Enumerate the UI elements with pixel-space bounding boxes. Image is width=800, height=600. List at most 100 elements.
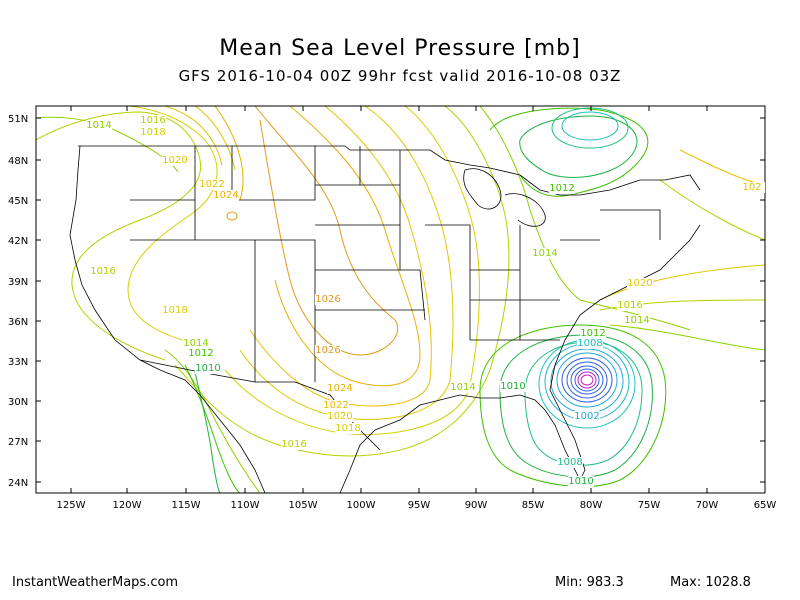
plot-border xyxy=(35,105,766,494)
isobar-1026-small-high xyxy=(226,211,238,221)
isobar-1022-central xyxy=(249,106,432,407)
contour-label-bg xyxy=(568,476,594,487)
isobar-1016-central xyxy=(174,106,510,457)
contour-label-bg xyxy=(90,266,116,277)
contour-label: 1022 xyxy=(199,179,224,190)
lon-label: 105W xyxy=(289,500,318,511)
lat-label: 39N xyxy=(8,277,28,288)
contour-label: 1020 xyxy=(327,411,352,422)
contour-label-bg xyxy=(188,348,214,359)
contour-label: 1008 xyxy=(577,338,602,349)
contour-label-bg xyxy=(617,300,643,311)
contour-label-bg xyxy=(315,345,341,356)
contour-label-bg xyxy=(577,338,603,349)
contour-label: 1016 xyxy=(90,266,115,277)
contour-label-bg xyxy=(327,383,353,394)
isobar-990-storm xyxy=(577,371,597,389)
contour-label-bg xyxy=(624,315,650,326)
isobar-1012-south xyxy=(184,364,241,493)
contour-label-bg xyxy=(183,338,209,349)
contour-label: 1008 xyxy=(557,457,582,468)
plot-background xyxy=(36,106,765,493)
contour-label-bg xyxy=(315,294,341,305)
contour-label: 1016 xyxy=(617,300,642,311)
contour-label-bg xyxy=(323,400,349,411)
contour-label: 1026 xyxy=(315,345,340,356)
lon-label: 100W xyxy=(347,500,376,511)
contour-label-bg xyxy=(557,457,583,468)
isobar-1008-storm xyxy=(524,341,643,466)
lon-label: 80W xyxy=(580,500,603,511)
lon-label: 120W xyxy=(113,500,142,511)
lon-label: 70W xyxy=(696,500,719,511)
contour-label-bg xyxy=(627,278,653,289)
map-title: Mean Sea Level Pressure [mb] xyxy=(219,36,581,61)
lon-label: 65W xyxy=(754,500,777,511)
contour-label-bg xyxy=(580,328,606,339)
lat-label: 33N xyxy=(8,357,28,368)
isobar-992-storm xyxy=(574,368,600,392)
lat-label: 36N xyxy=(8,317,28,328)
gulf-coastline xyxy=(339,224,701,493)
lat-label: 42N xyxy=(8,236,28,247)
isobar-1024-west xyxy=(214,106,244,201)
contour-label-bg xyxy=(327,411,353,422)
contour-label: 1020 xyxy=(162,155,187,166)
isobar-1008-north xyxy=(551,107,629,149)
contour-label: 1012 xyxy=(580,328,605,339)
contour-label-bg xyxy=(195,363,221,374)
isobar-1020-west xyxy=(164,106,223,166)
contour-label: 1022 xyxy=(323,400,348,411)
lon-label: 75W xyxy=(638,500,661,511)
isobar-1010-south xyxy=(194,371,221,493)
contour-label-bg xyxy=(281,439,307,450)
isobar-1022-west xyxy=(194,106,236,171)
contour-label-bg xyxy=(574,411,600,422)
isobar-1000-storm xyxy=(556,352,618,408)
isobar-1020-east xyxy=(599,264,765,301)
contour-label-bg xyxy=(162,155,188,166)
contour-label-bg xyxy=(213,190,239,201)
contour-label: 1010 xyxy=(500,381,525,392)
isobar-1010-north xyxy=(519,115,638,178)
contour-label: 1016 xyxy=(140,115,165,126)
isobar-1016-far-east xyxy=(659,179,765,241)
map-subtitle: GFS 2016-10-04 00Z 99hr fcst valid 2016-… xyxy=(178,67,622,85)
contour-label-bg xyxy=(162,305,188,316)
contour-label: 1014 xyxy=(450,382,475,393)
contour-label: 1010 xyxy=(568,476,593,487)
longitude-labels: 125W 120W 115W 110W 105W 100W 95W 90W 85W 80W 75W 7… xyxy=(57,106,777,511)
contour-label-bg xyxy=(549,183,575,194)
lat-label: 45N xyxy=(8,196,28,207)
footer-min-value: Min: 983.3 xyxy=(555,575,624,590)
contour-label-bg xyxy=(140,127,166,138)
contour-label: 1012 xyxy=(549,183,574,194)
isobar-1006-north xyxy=(561,111,619,141)
us-canada-border xyxy=(78,145,701,196)
lon-label: 110W xyxy=(231,500,260,511)
isobar-1014-east xyxy=(609,324,765,351)
contour-label-bg xyxy=(199,179,225,190)
contour-label: 1018 xyxy=(140,127,165,138)
lat-label: 48N xyxy=(8,156,28,167)
contour-label: 1014 xyxy=(624,315,649,326)
lat-label: 27N xyxy=(8,437,28,448)
contour-label: 1020 xyxy=(627,278,652,289)
contour-label: 1016 xyxy=(281,439,306,450)
contour-label: 1014 xyxy=(183,338,208,349)
latitude-labels: 51N 48N 45N 42N 39N 36N 33N 30N 27N 24N xyxy=(8,114,765,489)
isobar-1012-north xyxy=(489,107,649,197)
contour-label: 1018 xyxy=(335,423,360,434)
isobar-1018-west xyxy=(127,106,218,346)
state-lines xyxy=(130,146,661,382)
isobar-1012-storm xyxy=(479,324,667,488)
lat-label: 51N xyxy=(8,114,28,125)
contour-label-bg xyxy=(532,248,558,259)
lat-label: 24N xyxy=(8,478,28,489)
contour-label-bg xyxy=(500,381,526,392)
contour-label: 102 xyxy=(742,182,761,193)
isobar-996-storm xyxy=(566,361,608,399)
isobar-988-storm xyxy=(580,374,594,386)
isobar-1010-storm xyxy=(499,334,653,478)
